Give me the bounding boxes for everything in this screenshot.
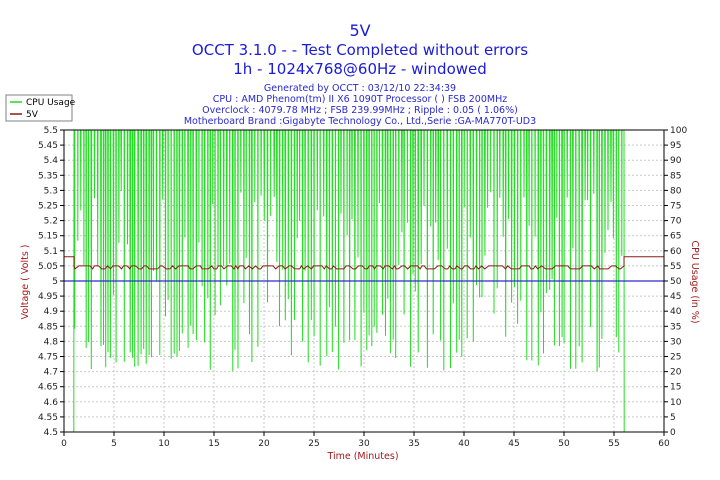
info-line-3: Overclock : 4079.78 MHz ; FSB 239.99MHz … (202, 105, 518, 116)
x-tick-label-6: 30 (358, 439, 370, 449)
x-tick-label-4: 20 (258, 439, 270, 449)
legend-box (5, 94, 73, 122)
y-left-tick-label-2: 4.6 (44, 398, 59, 408)
x-tick-label-5: 25 (308, 439, 319, 449)
x-tick-label-12: 60 (658, 439, 670, 449)
chart-title: 5V (349, 21, 370, 40)
y-right-tick-label-20: 100 (670, 126, 687, 136)
y-left-tick-label-16: 5.3 (44, 186, 58, 196)
y-left-tick-label-14: 5.2 (44, 217, 58, 227)
x-tick-label-3: 15 (208, 439, 219, 449)
y-left-tick-label-20: 5.5 (44, 126, 58, 136)
y-left-tick-label-11: 5.05 (38, 262, 58, 272)
x-tick-label-0: 0 (61, 439, 67, 449)
y-left-tick-label-15: 5.25 (38, 202, 58, 212)
y-right-tick-label-2: 10 (670, 398, 682, 408)
y-right-tick-label-14: 70 (670, 217, 682, 227)
y-right-tick-label-15: 75 (670, 202, 681, 212)
y-right-tick-label-7: 35 (670, 322, 681, 332)
y-right-tick-label-5: 25 (670, 353, 681, 363)
y-left-tick-label-3: 4.65 (38, 383, 58, 393)
y-left-tick-label-1: 4.55 (38, 413, 58, 423)
y-left-tick-label-13: 5.15 (38, 232, 58, 242)
x-tick-label-1: 5 (111, 439, 117, 449)
y-left-tick-label-9: 4.95 (38, 292, 58, 302)
chart-subtitle-2: 1h - 1024x768@60Hz - windowed (233, 60, 487, 78)
y-right-tick-label-9: 45 (670, 292, 681, 302)
x-tick-label-10: 50 (558, 439, 570, 449)
chart-subtitle-1: OCCT 3.1.0 - - Test Completed without er… (192, 41, 528, 59)
x-tick-label-2: 10 (158, 439, 170, 449)
y-left-tick-label-18: 5.4 (44, 156, 59, 166)
y-right-tick-label-4: 20 (670, 368, 682, 378)
x-tick-label-11: 55 (608, 439, 619, 449)
y-left-tick-label-10: 5 (52, 277, 58, 287)
y-right-tick-label-16: 80 (670, 186, 682, 196)
x-tick-label-8: 40 (458, 439, 470, 449)
legend: CPU Usage 5V (5, 94, 76, 122)
legend-label-5v: 5V (26, 110, 39, 120)
y-left-tick-label-12: 5.1 (44, 247, 58, 257)
y-left-tick-label-5: 4.75 (38, 353, 58, 363)
y-right-tick-label-6: 30 (670, 337, 682, 347)
y-right-tick-label-17: 85 (670, 171, 681, 181)
y-axis-right-label: CPU Usage (in %) (689, 240, 700, 323)
y-right-tick-label-10: 50 (670, 277, 682, 287)
info-line-1: Generated by OCCT : 03/12/10 22:34:39 (264, 83, 456, 94)
x-tick-label-7: 35 (408, 439, 419, 449)
y-right-tick-label-1: 5 (670, 413, 676, 423)
series-5v-line (64, 256, 664, 270)
y-right-tick-label-13: 65 (670, 232, 681, 242)
y-right-tick-label-19: 95 (670, 141, 681, 151)
y-right-tick-label-11: 55 (670, 262, 681, 272)
info-line-4: Motherboard Brand :Gigabyte Technology C… (184, 116, 536, 127)
y-axis-left-label: Voltage ( Volts ) (20, 245, 31, 320)
x-axis-label: Time (Minutes) (326, 451, 398, 462)
y-left-tick-label-17: 5.35 (38, 171, 58, 181)
x-tick-label-9: 45 (508, 439, 519, 449)
y-right-tick-label-8: 40 (670, 307, 682, 317)
y-right-tick-label-12: 60 (670, 247, 682, 257)
y-left-tick-label-0: 4.5 (44, 428, 58, 438)
y-right-tick-label-0: 0 (670, 428, 676, 438)
info-line-2: CPU : AMD Phenom(tm) II X6 1090T Process… (213, 94, 507, 105)
y-right-tick-label-3: 15 (670, 383, 681, 393)
y-right-tick-label-18: 90 (670, 156, 682, 166)
y-left-tick-label-4: 4.7 (44, 368, 58, 378)
y-left-tick-label-6: 4.8 (44, 337, 59, 347)
y-left-tick-label-8: 4.9 (44, 307, 59, 317)
y-left-tick-label-7: 4.85 (38, 322, 58, 332)
legend-label-cpu: CPU Usage (26, 98, 76, 108)
y-left-tick-label-19: 5.45 (38, 141, 58, 151)
